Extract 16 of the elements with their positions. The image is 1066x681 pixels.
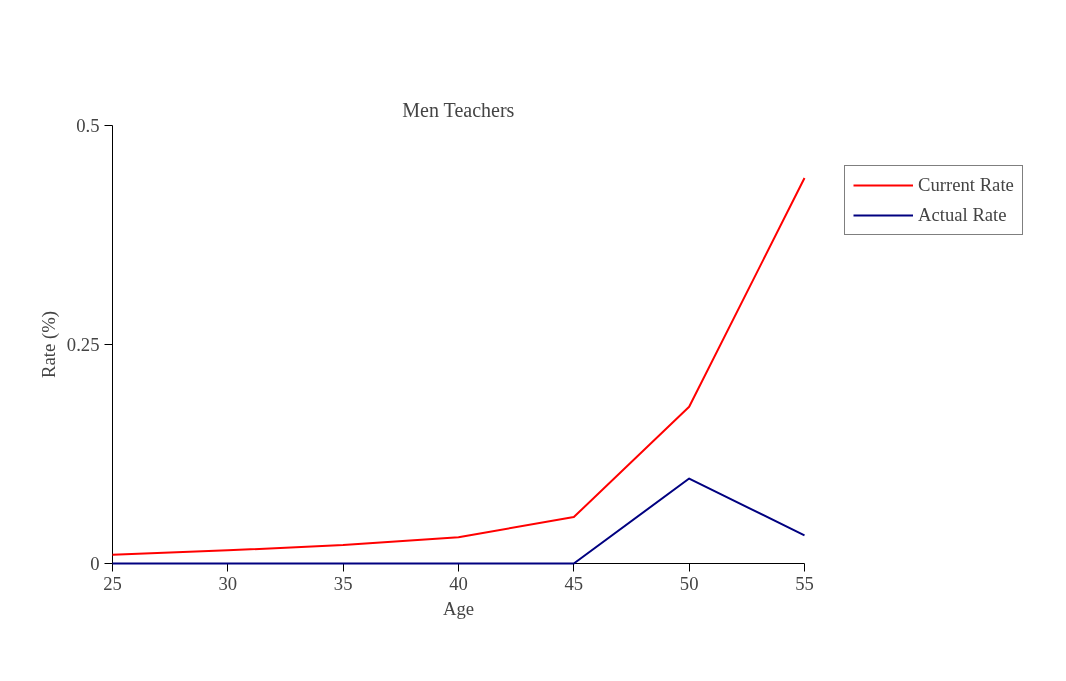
x-tick-label: 55: [795, 572, 814, 594]
line-series: [111, 177, 806, 556]
y-tick-label: 0: [90, 553, 100, 574]
y-axis-title: Rate (%): [37, 311, 60, 378]
x-tick-label: 40: [449, 572, 468, 594]
x-tick-label: 35: [333, 572, 353, 594]
legend-label: Actual Rate: [918, 204, 1007, 226]
legend-label: Current Rate: [918, 174, 1014, 196]
x-tick-label: 45: [564, 572, 584, 594]
y-tick-label: 0.25: [66, 334, 100, 355]
x-tick-label: 30: [218, 572, 238, 594]
chart-title: Men Teachers: [402, 98, 515, 121]
y-tick-label: 0.5: [76, 115, 100, 136]
x-tick-label: 25: [103, 572, 122, 594]
x-axis-title: Age: [442, 597, 475, 619]
x-tick-label: 50: [679, 572, 699, 594]
